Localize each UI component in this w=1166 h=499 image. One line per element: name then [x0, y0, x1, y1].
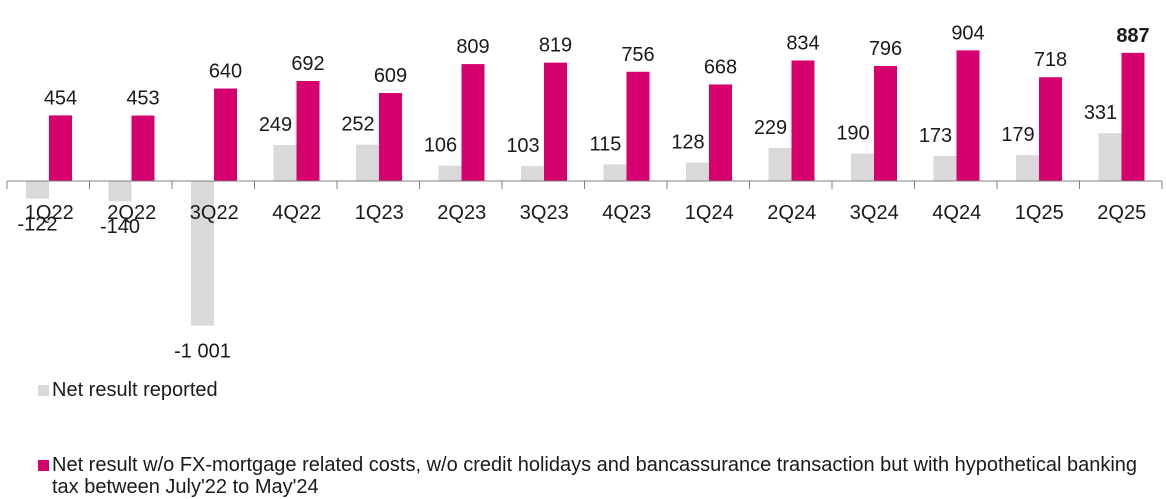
bar-net-result-reported [686, 162, 709, 181]
data-label-adjusted: 609 [374, 65, 407, 87]
data-label-reported: 190 [836, 123, 869, 145]
legend-label: Net result w/o FX-mortgage related costs… [52, 454, 1138, 498]
bar-net-result-reported [438, 165, 462, 181]
bar-net-result-reported [603, 164, 627, 181]
data-label-adjusted: 887 [1116, 25, 1149, 47]
data-label-reported: -122 [17, 214, 57, 236]
data-label-adjusted: 718 [1034, 49, 1067, 71]
bar-net-result-adjusted [214, 88, 237, 181]
data-label-reported: 103 [506, 135, 539, 157]
bar-net-result-adjusted [131, 115, 155, 181]
bar-net-result-adjusted [49, 115, 72, 181]
data-label-reported: 106 [424, 135, 457, 157]
x-tick-label: 4Q22 [272, 202, 321, 224]
bar-net-result-adjusted [379, 92, 402, 181]
bar-net-result-adjusted [626, 71, 650, 181]
bar-net-result-reported [933, 156, 957, 181]
data-label-reported: 252 [341, 114, 374, 136]
data-label-adjusted: 692 [291, 53, 324, 75]
bar-net-result-adjusted [709, 84, 732, 181]
data-label-reported: 128 [671, 132, 704, 154]
x-tick-label: 2Q22 [107, 202, 156, 224]
legend-swatch-magenta [38, 460, 49, 471]
legend-label: Net result reported [52, 379, 218, 401]
data-label-adjusted: 640 [209, 61, 242, 83]
data-label-adjusted: 796 [869, 38, 902, 60]
bar-net-result-adjusted [1039, 77, 1062, 181]
data-label-adjusted: 668 [704, 56, 737, 78]
bar-net-result-reported [768, 147, 792, 181]
bar-net-result-reported [356, 144, 379, 181]
legend-item-net-result-reported: Net result reported [38, 379, 218, 401]
bar-net-result-reported [851, 153, 874, 181]
x-tick-label: 3Q24 [850, 202, 899, 224]
data-label-reported: -1 001 [174, 341, 231, 363]
bar-net-result-adjusted [1121, 52, 1145, 182]
data-label-reported: 179 [1001, 124, 1034, 146]
bar-chart: 454 -122 453 -140 640 -1 001 692 249 609 252 809 10… [6, 22, 1163, 363]
bar-net-result-adjusted [874, 65, 897, 181]
data-label-reported: 115 [590, 133, 622, 155]
x-tick-label: 2Q25 [1097, 202, 1146, 224]
data-label-adjusted: 454 [44, 87, 77, 109]
x-tick-label: 2Q24 [767, 202, 816, 224]
data-label-adjusted: 819 [539, 35, 572, 57]
legend-item-net-result-adjusted: Net result w/o FX-mortgage related costs… [38, 454, 1162, 498]
bar-net-result-reported [273, 145, 297, 181]
bar-net-result-reported [108, 181, 132, 202]
x-tick-label: 2Q23 [437, 202, 486, 224]
data-label-adjusted: 904 [951, 22, 984, 44]
data-label-adjusted: 453 [126, 88, 159, 110]
bar-net-result-adjusted [461, 64, 485, 181]
bar-net-result-reported [26, 181, 49, 199]
x-tick-label: 1Q23 [355, 202, 404, 224]
x-tick-label: 4Q24 [932, 202, 981, 224]
data-label-reported: 331 [1084, 102, 1117, 124]
data-label-adjusted: 756 [621, 44, 654, 66]
data-label-reported: -140 [100, 216, 140, 238]
bar-net-result-reported [1016, 155, 1039, 181]
bar-net-result-adjusted [544, 62, 567, 182]
bar-net-result-adjusted [296, 81, 320, 181]
data-label-adjusted: 809 [456, 36, 489, 58]
legend-swatch-gray [38, 385, 49, 396]
x-tick-label: 3Q22 [190, 202, 239, 224]
bar-net-result-adjusted [791, 60, 815, 181]
bar-net-result-reported [191, 181, 214, 326]
bar-net-result-reported [1098, 133, 1122, 181]
data-label-reported: 173 [919, 125, 952, 147]
x-tick-label: 1Q24 [685, 202, 734, 224]
bar-net-result-reported [521, 166, 544, 181]
x-tick-label: 4Q23 [602, 202, 651, 224]
x-tick-label: 1Q22 [25, 202, 74, 224]
x-tick-label: 3Q23 [520, 202, 569, 224]
data-label-adjusted: 834 [786, 32, 819, 54]
x-tick-label: 1Q25 [1015, 202, 1064, 224]
data-label-reported: 249 [259, 114, 292, 136]
data-label-reported: 229 [754, 117, 787, 139]
bar-net-result-adjusted [956, 50, 980, 181]
